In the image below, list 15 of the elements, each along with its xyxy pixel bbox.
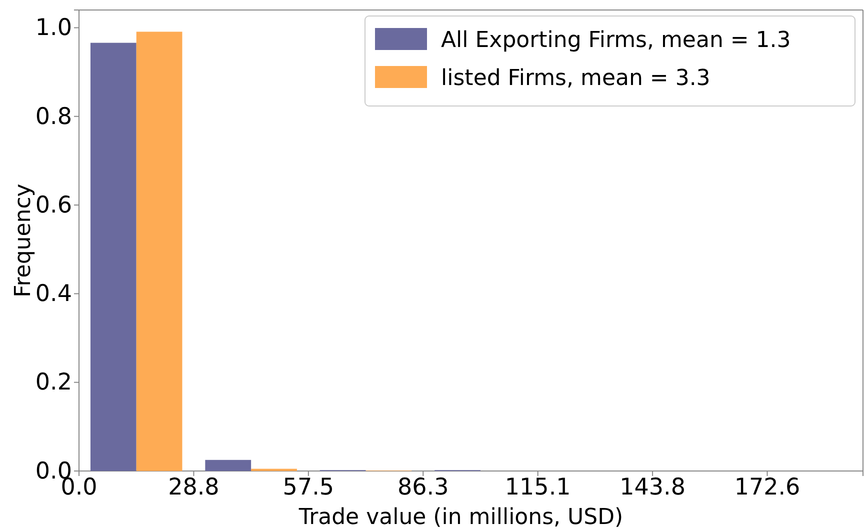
y-tick-label: 0.2: [35, 370, 72, 396]
x-tick-label: 115.1: [504, 474, 571, 500]
x-axis-title: Trade value (in millions, USD): [298, 505, 624, 529]
y-tick-label: 1.0: [35, 15, 72, 42]
x-tick-label: 28.8: [168, 474, 220, 500]
legend-label: listed Firms, mean = 3.3: [441, 66, 710, 91]
y-tick-label: 0.6: [35, 192, 72, 218]
x-tick-label: 57.5: [282, 474, 334, 500]
x-tick-label: 172.6: [734, 474, 800, 500]
x-tick-label: 86.3: [398, 474, 449, 500]
legend-label: All Exporting Firms, mean = 1.3: [441, 28, 791, 53]
y-tick-label: 0.4: [35, 281, 72, 308]
x-tick-label: 143.8: [620, 474, 686, 500]
y-axis-title: Frequency: [11, 184, 36, 298]
y-tick-label: 0.8: [35, 104, 72, 130]
